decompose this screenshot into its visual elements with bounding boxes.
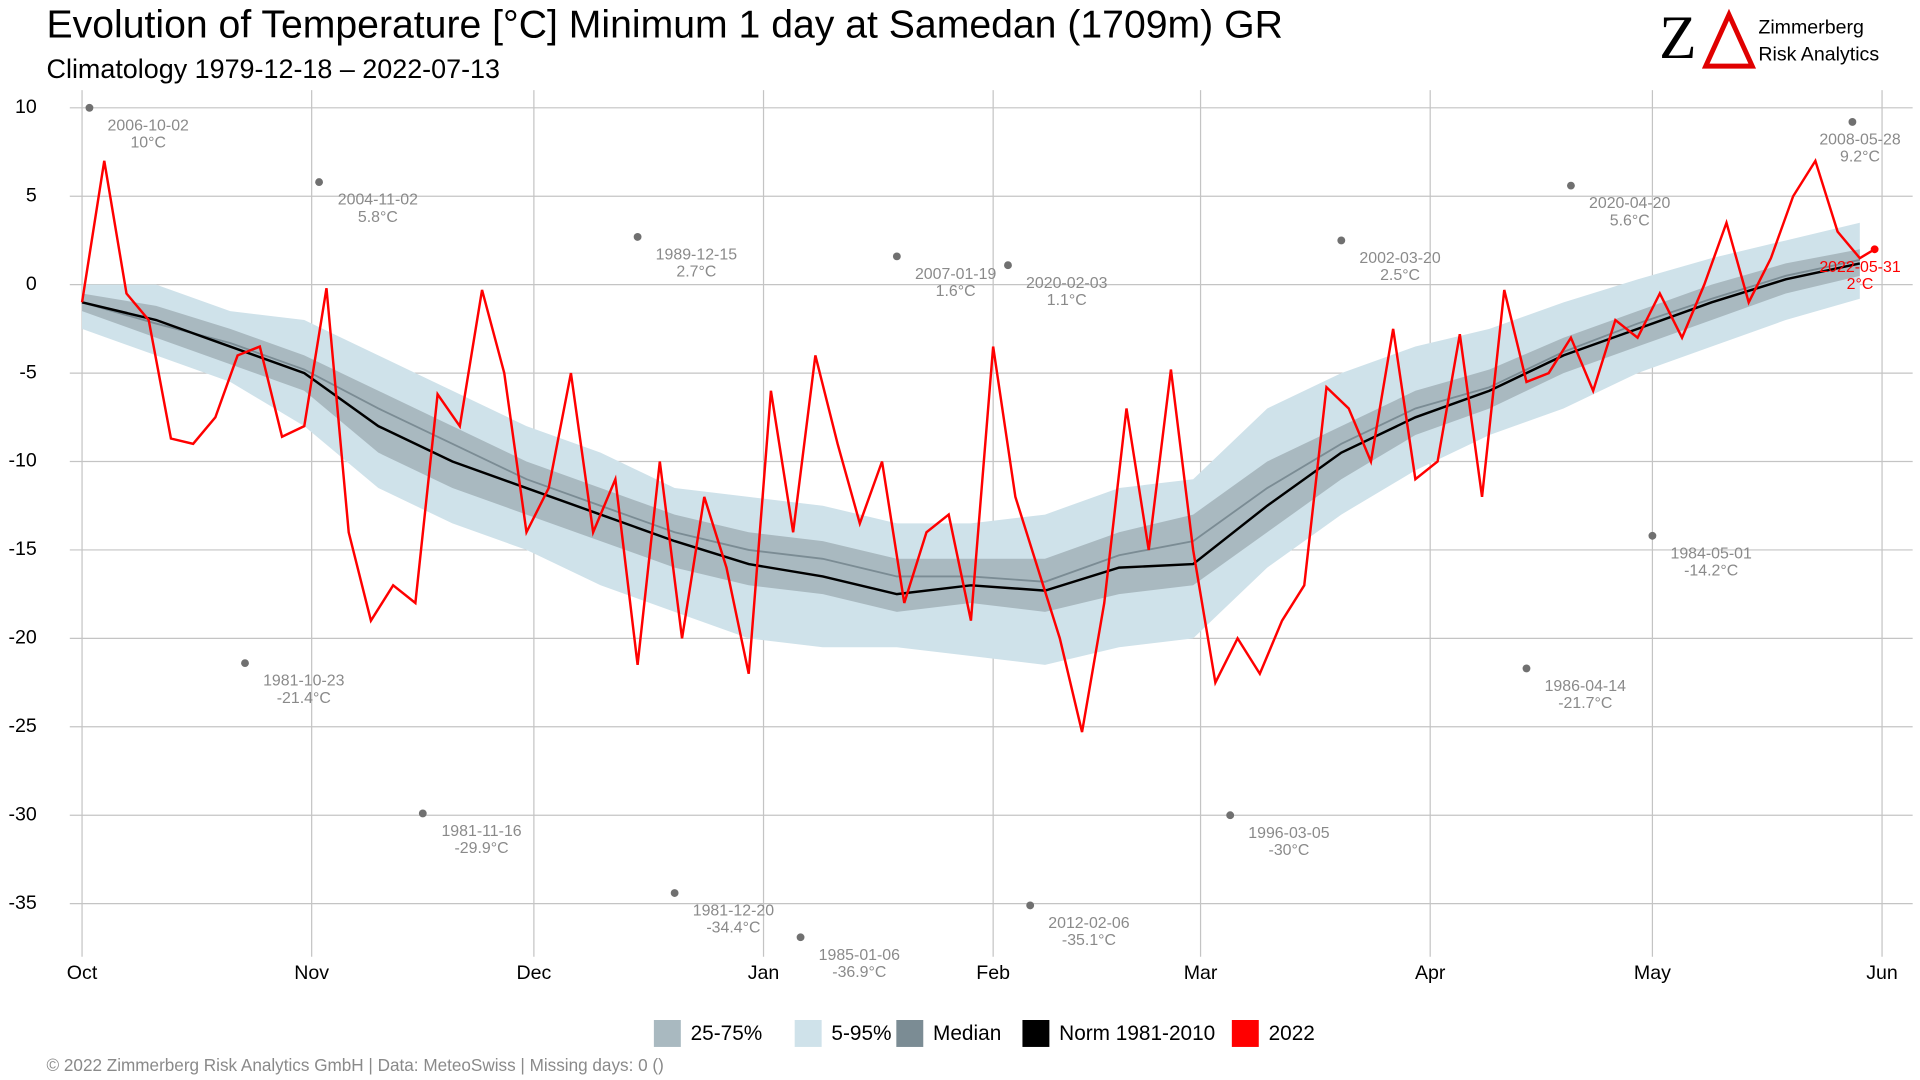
record-value: 2.5°C	[1380, 267, 1420, 284]
legend-label: Median	[933, 1022, 1001, 1045]
y-tick-label: 0	[26, 273, 37, 295]
x-tick-label: Mar	[1184, 962, 1218, 984]
record-value: -14.2°C	[1684, 563, 1738, 580]
record-date: 2006-10-02	[108, 117, 190, 134]
record-date: 2002-03-20	[1359, 250, 1441, 267]
legend-label: 25-75%	[691, 1022, 763, 1045]
y-tick-label: -30	[8, 803, 36, 825]
legend-swatch	[653, 1020, 681, 1047]
record-value: -36.9°C	[832, 964, 886, 981]
x-tick-label: Apr	[1415, 962, 1446, 984]
record-value: -29.9°C	[455, 840, 509, 857]
record-value: -21.7°C	[1558, 695, 1612, 712]
record-value: -30°C	[1269, 842, 1310, 859]
record-point	[1522, 664, 1531, 673]
record-point	[1026, 901, 1035, 910]
record-date: 1989-12-15	[656, 246, 738, 263]
x-tick-label: May	[1634, 962, 1671, 984]
record-value: -34.4°C	[706, 920, 760, 937]
record-date: 2020-04-20	[1589, 195, 1671, 212]
legend-swatch	[1231, 1020, 1259, 1047]
band	[82, 249, 1860, 612]
record-point	[1337, 236, 1346, 245]
record-value: 2°C	[1847, 276, 1874, 293]
record-date: 1984-05-01	[1670, 545, 1752, 562]
record-date: 1981-12-20	[693, 903, 775, 920]
y-tick-label: -15	[8, 538, 36, 560]
record-point	[1004, 261, 1012, 270]
record-date: 2022-05-31	[1819, 259, 1901, 276]
record-date: 2012-02-06	[1048, 915, 1130, 932]
legend-swatch	[794, 1020, 822, 1047]
series-line	[81, 259, 1861, 583]
y-tick-label: -10	[8, 450, 36, 472]
record-point	[315, 178, 323, 187]
record-date: 2007-01-19	[915, 266, 997, 283]
record-point	[796, 933, 805, 942]
record-date: 2008-05-28	[1819, 132, 1901, 149]
record-date: 1986-04-14	[1545, 678, 1627, 695]
record-point	[85, 103, 94, 112]
record-value: 5.6°C	[1610, 212, 1650, 229]
logo-subname: Risk Analytics	[1758, 43, 1879, 65]
legend-swatch	[896, 1020, 924, 1047]
record-value: 5.8°C	[358, 209, 398, 226]
y-tick-label: -5	[19, 361, 37, 383]
record-date: 1981-10-23	[263, 673, 345, 690]
x-tick-label: Jun	[1866, 962, 1898, 984]
x-tick-label: Feb	[976, 962, 1010, 984]
record-value: -35.1°C	[1062, 932, 1116, 949]
record-point	[1226, 811, 1235, 820]
y-tick-label: -20	[8, 627, 36, 649]
record-value: 9.2°C	[1840, 149, 1880, 166]
record-point	[418, 809, 427, 818]
legend-swatch	[1022, 1020, 1050, 1047]
series-line	[81, 262, 1861, 596]
legend-label: 2022	[1269, 1022, 1315, 1045]
record-point	[1648, 531, 1657, 540]
record-point	[1848, 118, 1857, 126]
record-date: 1985-01-06	[819, 947, 901, 964]
x-tick-label: Jan	[748, 962, 780, 984]
record-point	[241, 659, 249, 668]
record-value: 10°C	[130, 135, 166, 152]
record-point	[633, 232, 642, 241]
y-tick-label: -35	[8, 892, 36, 914]
legend-label: Norm 1981-2010	[1059, 1022, 1215, 1045]
logo-name: Zimmerberg	[1758, 16, 1864, 38]
legend-label: 5-95%	[831, 1022, 891, 1045]
record-value: -21.4°C	[277, 690, 331, 707]
logo-triangle	[1701, 8, 1757, 69]
x-tick-label: Nov	[294, 962, 329, 984]
chart-subtitle: Climatology 1979-12-18 – 2022-07-13	[47, 54, 500, 84]
x-tick-label: Dec	[516, 962, 551, 984]
record-date: 1981-11-16	[441, 823, 521, 840]
record-point	[670, 889, 679, 897]
footer: © 2022 Zimmerberg Risk Analytics GmbH | …	[47, 1055, 664, 1075]
record-date: 2020-02-03	[1026, 275, 1108, 292]
record-value: 1.1°C	[1047, 292, 1087, 309]
record-point	[892, 252, 901, 261]
y-tick-label: 5	[26, 184, 37, 206]
y-tick-label: -25	[8, 715, 36, 737]
logo-letter: Z	[1659, 4, 1696, 72]
record-point	[1870, 245, 1879, 254]
record-value: 2.7°C	[676, 264, 716, 281]
record-value: 1.6°C	[936, 283, 976, 300]
record-date: 2004-11-02	[338, 192, 418, 209]
record-date: 1996-03-05	[1248, 825, 1330, 842]
x-tick-label: Oct	[67, 962, 98, 984]
series-line	[80, 157, 1876, 733]
record-point	[1567, 181, 1575, 190]
chart-title: Evolution of Temperature [°C] Minimum 1 …	[47, 3, 1283, 46]
y-tick-label: 10	[15, 96, 37, 118]
